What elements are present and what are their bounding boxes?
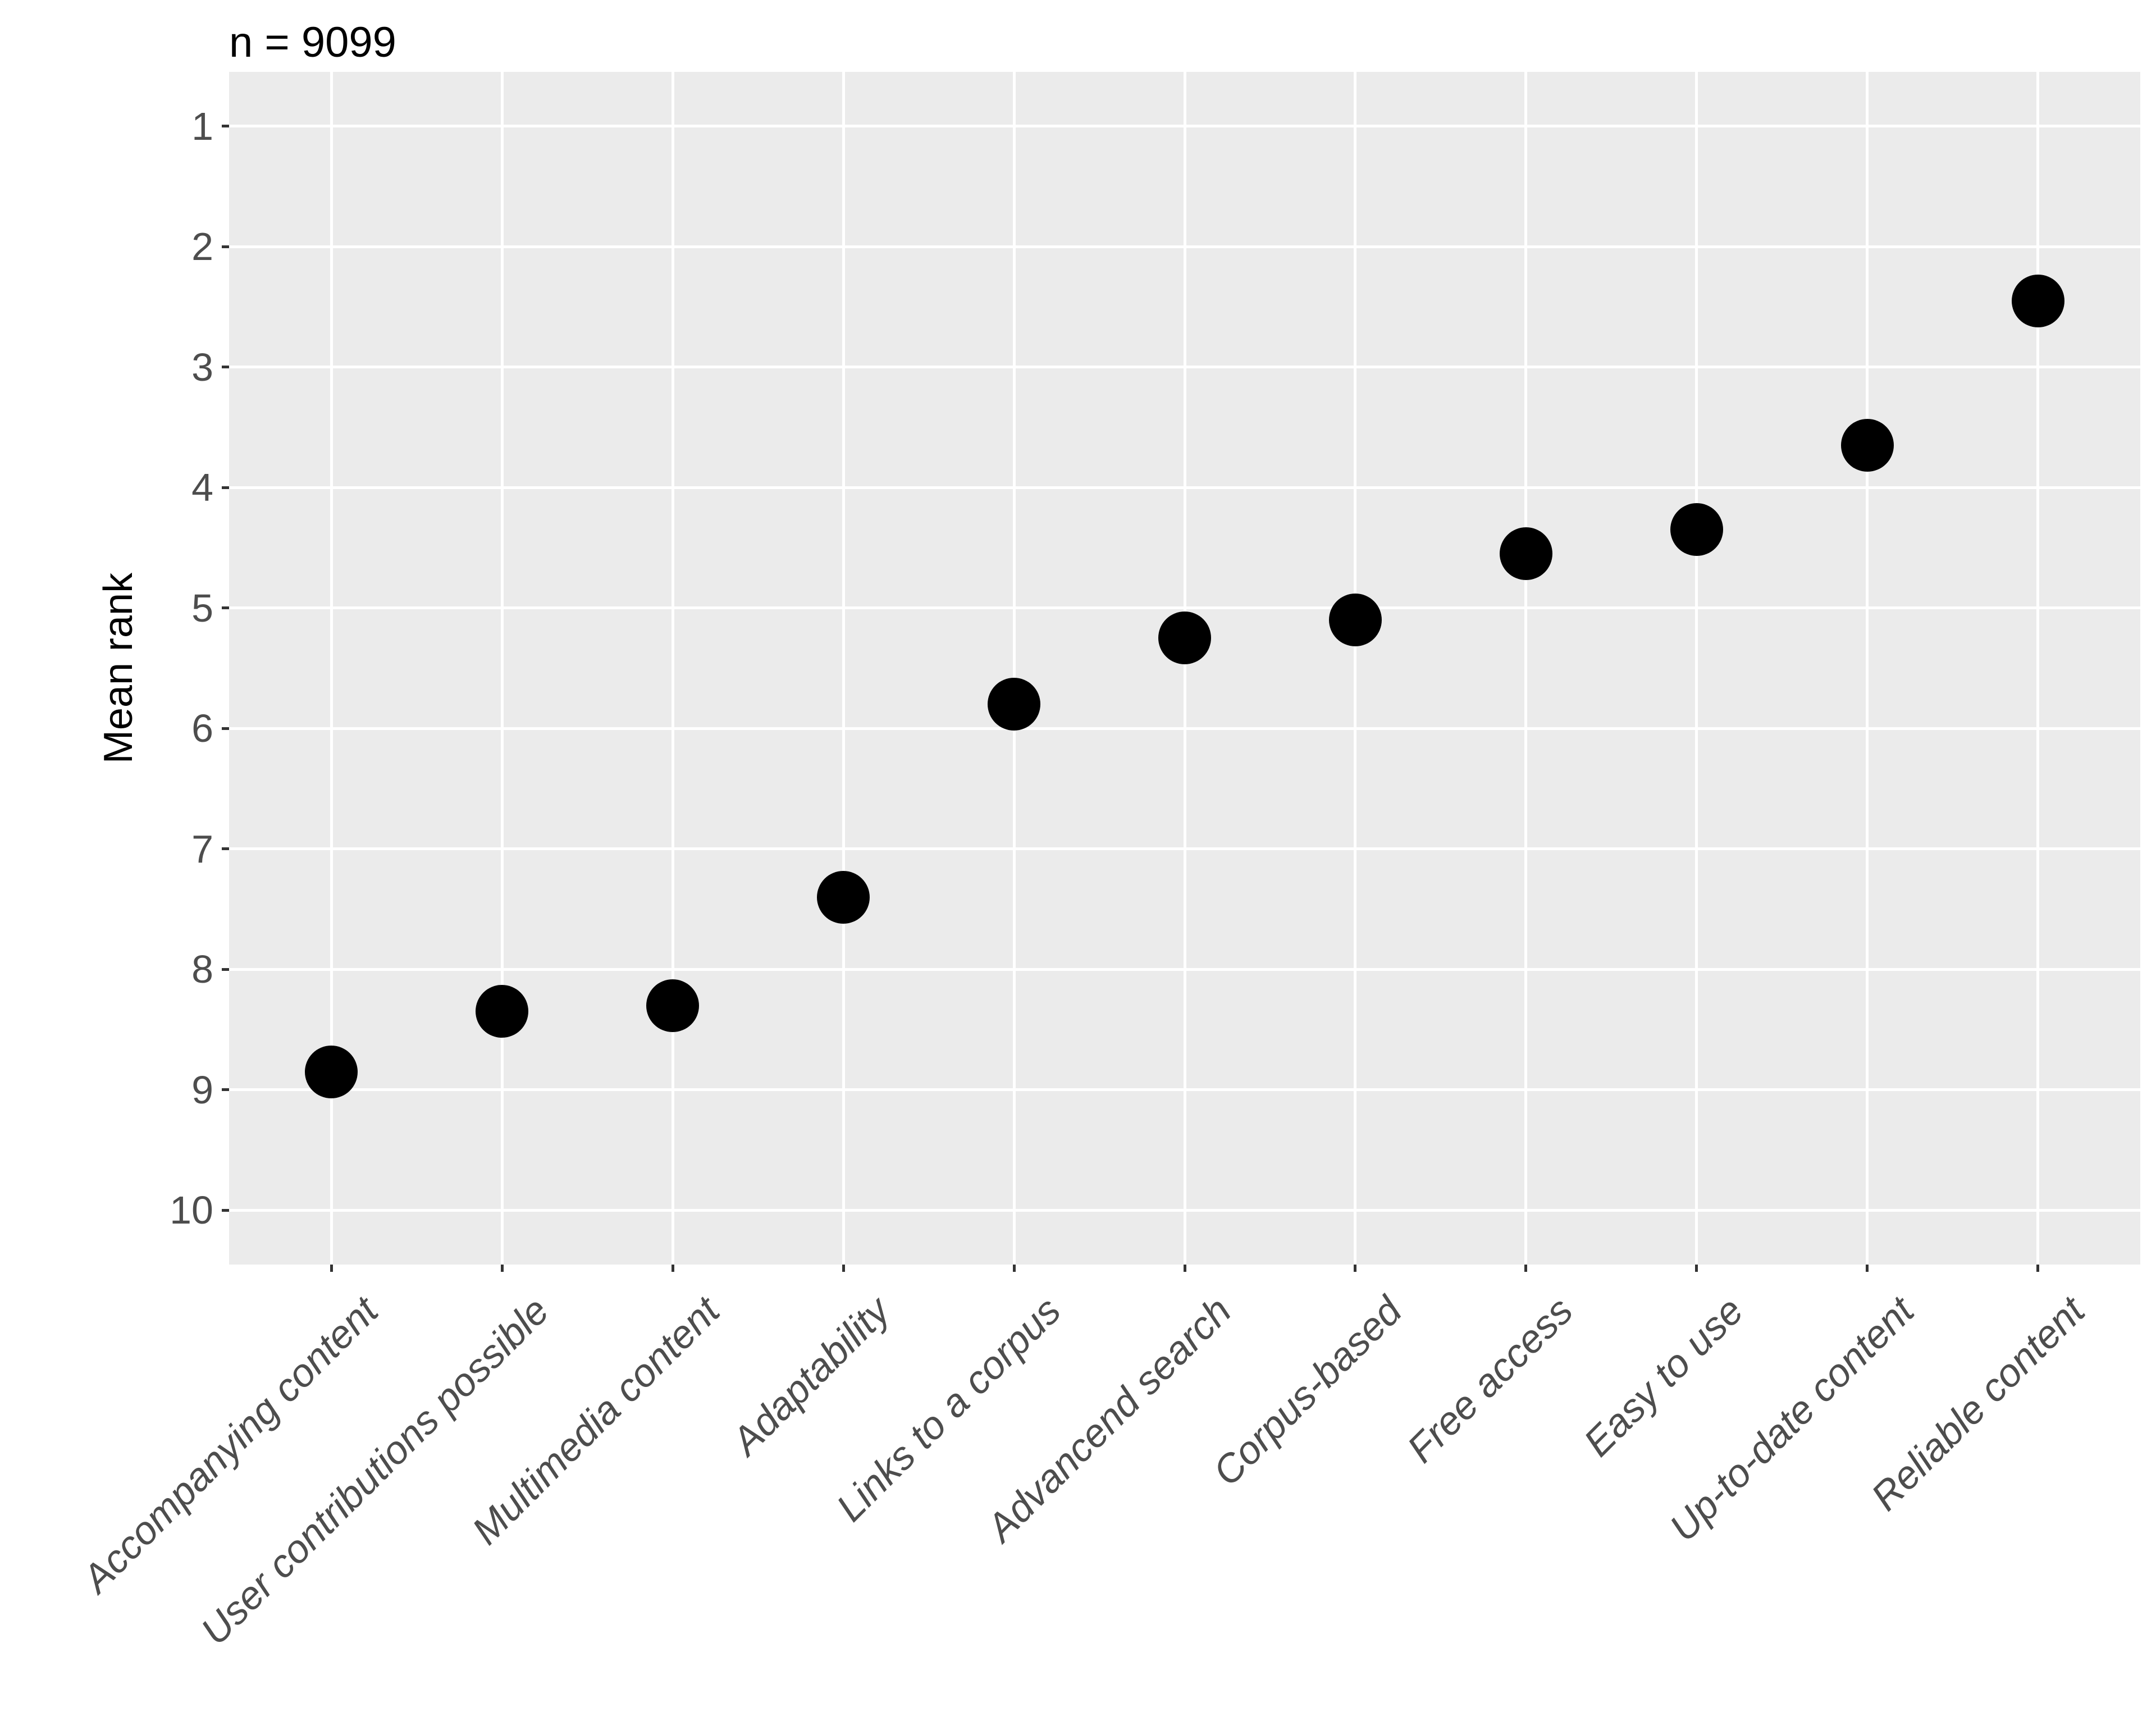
x-tick-mark xyxy=(1354,1265,1357,1272)
y-tick-mark xyxy=(222,1208,229,1212)
data-point xyxy=(1840,419,1894,472)
v-gridline xyxy=(1695,72,1698,1265)
y-tick-label: 9 xyxy=(191,1067,213,1112)
x-tick-mark xyxy=(1183,1265,1186,1272)
y-tick-mark xyxy=(222,1088,229,1092)
v-gridline xyxy=(1524,72,1528,1265)
x-tick-mark xyxy=(500,1265,504,1272)
y-tick-label: 6 xyxy=(191,706,213,751)
data-point xyxy=(1499,527,1552,581)
x-tick-mark xyxy=(671,1265,674,1272)
x-tick-mark xyxy=(330,1265,333,1272)
v-gridline xyxy=(842,72,845,1265)
y-tick-label: 10 xyxy=(170,1188,213,1233)
v-gridline xyxy=(2036,72,2040,1265)
v-gridline xyxy=(330,72,333,1265)
x-tick-mark xyxy=(1695,1265,1698,1272)
data-point xyxy=(2011,274,2064,327)
x-tick-mark xyxy=(842,1265,845,1272)
y-tick-label: 4 xyxy=(191,466,213,510)
plot-panel xyxy=(229,72,2140,1265)
y-tick-mark xyxy=(222,245,229,248)
y-tick-mark xyxy=(222,606,229,610)
plot-title: n = 9099 xyxy=(229,19,396,66)
data-point xyxy=(817,870,870,924)
y-tick-label: 2 xyxy=(191,225,213,269)
data-point xyxy=(305,1045,358,1098)
y-tick-label: 7 xyxy=(191,827,213,871)
data-point xyxy=(646,979,700,1032)
v-gridline xyxy=(1012,72,1016,1265)
y-tick-label: 3 xyxy=(191,345,213,389)
y-tick-label: 5 xyxy=(191,586,213,630)
x-category-label: Easy to use xyxy=(1575,1288,1752,1465)
x-category-label: Free access xyxy=(1398,1288,1581,1471)
y-tick-mark xyxy=(222,727,229,730)
x-category-label: Accompanying content xyxy=(74,1288,387,1601)
x-tick-mark xyxy=(1012,1265,1016,1272)
y-tick-mark xyxy=(222,847,229,851)
y-tick-mark xyxy=(222,125,229,128)
data-point xyxy=(476,985,529,1038)
y-tick-mark xyxy=(222,968,229,971)
v-gridline xyxy=(671,72,674,1265)
y-tick-mark xyxy=(222,486,229,489)
data-point xyxy=(1670,503,1723,556)
x-category-label: Adaptability xyxy=(723,1288,898,1463)
v-gridline xyxy=(1354,72,1357,1265)
v-gridline xyxy=(1183,72,1186,1265)
y-tick-label: 8 xyxy=(191,947,213,992)
x-tick-mark xyxy=(1524,1265,1528,1272)
y-tick-mark xyxy=(222,366,229,369)
v-gridline xyxy=(1866,72,1869,1265)
x-tick-mark xyxy=(2036,1265,2040,1272)
data-point xyxy=(988,678,1041,731)
data-point xyxy=(1158,611,1211,665)
y-tick-label: 1 xyxy=(191,104,213,148)
v-gridline xyxy=(500,72,504,1265)
x-tick-mark xyxy=(1866,1265,1869,1272)
data-point xyxy=(1328,594,1382,647)
x-category-label: User contributions possible xyxy=(192,1288,558,1654)
